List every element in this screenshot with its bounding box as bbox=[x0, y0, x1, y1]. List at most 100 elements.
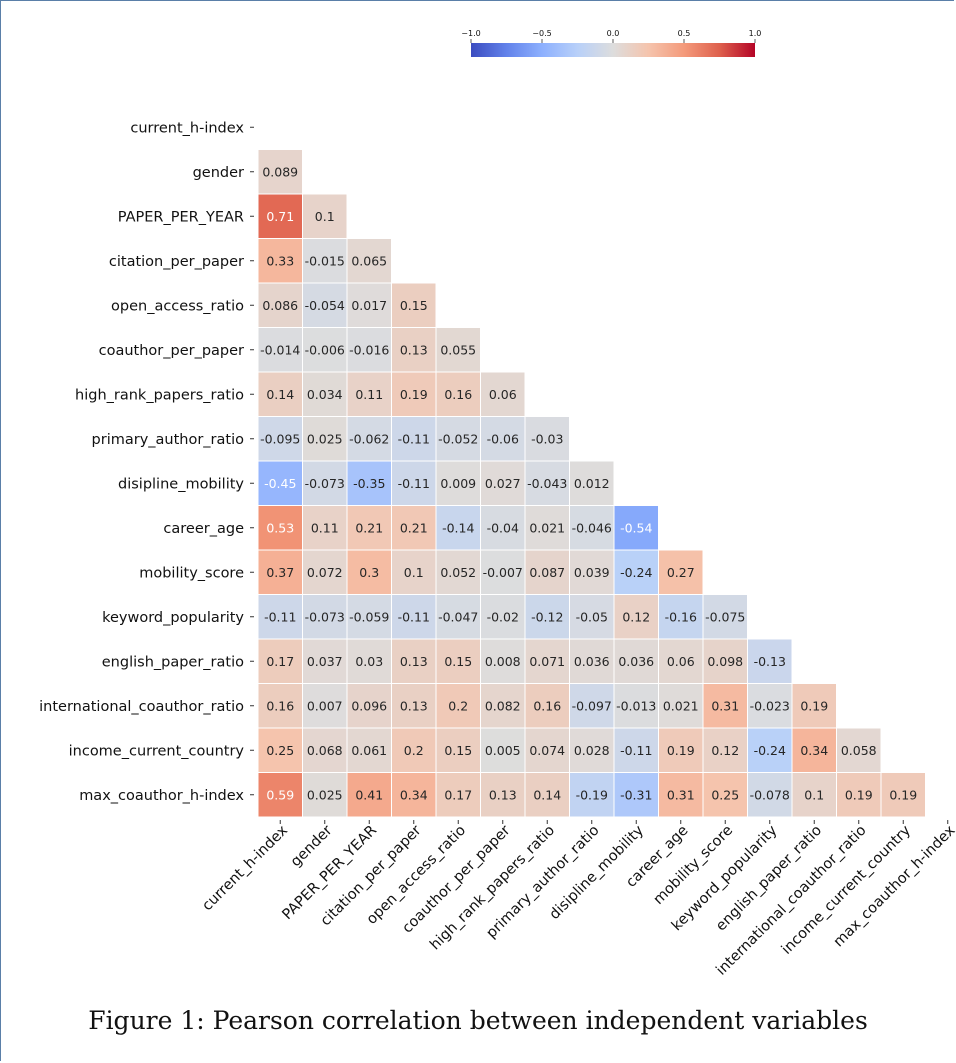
heatmap-cell bbox=[257, 149, 303, 195]
cell-value-label: 0.027 bbox=[485, 476, 521, 491]
cell-value-label: -0.047 bbox=[438, 609, 478, 624]
cell-value-label: 0.19 bbox=[800, 698, 828, 713]
cell-value-label: 0.052 bbox=[440, 565, 476, 580]
y-tick-label: keyword_popularity bbox=[102, 610, 244, 626]
cell-value-label: 0.17 bbox=[444, 787, 472, 802]
x-tick-label: current_h-index bbox=[199, 822, 291, 914]
y-tick-label: income_current_country bbox=[69, 743, 245, 759]
cell-value-label: 0.096 bbox=[351, 698, 387, 713]
correlation-heatmap: 0.089 0.71 0.1 0.33 -0.015 0.065 0.086 -0.054 0.… bbox=[39, 29, 956, 979]
cell-value-label: 0.15 bbox=[444, 654, 472, 669]
cell-value-label: 0.41 bbox=[355, 787, 383, 802]
heatmap-cell bbox=[569, 638, 615, 684]
heatmap-cell bbox=[524, 683, 570, 729]
y-tick-label: primary_author_ratio bbox=[92, 432, 245, 448]
heatmap-cell bbox=[435, 327, 481, 373]
cell-value-label: 0.31 bbox=[711, 698, 739, 713]
cell-value-label: 0.19 bbox=[889, 787, 917, 802]
cell-value-label: 0.082 bbox=[485, 698, 521, 713]
heatmap-cell bbox=[346, 460, 392, 506]
cell-value-label: 0.072 bbox=[307, 565, 343, 580]
cell-value-label: -0.014 bbox=[260, 342, 300, 357]
cell-value-label: 0.06 bbox=[489, 387, 517, 402]
heatmap-cell bbox=[346, 371, 392, 417]
cell-value-label: 0.17 bbox=[266, 654, 294, 669]
colorbar-tick-label: 0.0 bbox=[607, 29, 620, 38]
cell-value-label: -0.007 bbox=[483, 565, 523, 580]
heatmap-cell bbox=[302, 371, 348, 417]
cell-value-label: 0.14 bbox=[533, 787, 561, 802]
y-tick-label: citation_per_paper bbox=[109, 254, 244, 270]
cell-value-label: 0.31 bbox=[667, 787, 695, 802]
heatmap-cell bbox=[702, 683, 748, 729]
heatmap-cell bbox=[346, 683, 392, 729]
heatmap-cell bbox=[658, 727, 704, 773]
cell-value-label: 0.1 bbox=[404, 565, 424, 580]
heatmap-cell bbox=[435, 549, 481, 595]
cell-value-label: 0.021 bbox=[529, 520, 565, 535]
cell-value-label: 0.025 bbox=[307, 787, 343, 802]
cell-value-label: -0.052 bbox=[438, 431, 478, 446]
heatmap-cell bbox=[480, 727, 526, 773]
cell-value-label: -0.35 bbox=[353, 476, 385, 491]
cell-value-label: -0.073 bbox=[305, 476, 345, 491]
cell-value-label: -0.03 bbox=[531, 431, 563, 446]
cell-value-label: 0.037 bbox=[307, 654, 343, 669]
cell-value-label: 0.53 bbox=[266, 520, 294, 535]
heatmap-cell bbox=[391, 638, 437, 684]
heatmap-cell bbox=[435, 416, 481, 462]
heatmap-cell bbox=[791, 683, 837, 729]
cell-value-label: 0.19 bbox=[667, 743, 695, 758]
cell-value-label: 0.13 bbox=[489, 787, 517, 802]
cell-value-label: 0.16 bbox=[533, 698, 561, 713]
cell-value-label: 0.061 bbox=[351, 743, 387, 758]
cell-value-label: 0.34 bbox=[800, 743, 828, 758]
cell-value-label: 0.021 bbox=[663, 698, 699, 713]
cell-value-label: 0.15 bbox=[400, 298, 428, 313]
heatmap-cell bbox=[702, 594, 748, 640]
y-tick-label: max_coauthor_h-index bbox=[79, 788, 244, 804]
heatmap-cell bbox=[480, 594, 526, 640]
heatmap-cell bbox=[435, 371, 481, 417]
cell-value-label: -0.24 bbox=[620, 565, 652, 580]
colorbar-gradient bbox=[471, 43, 755, 57]
heatmap-cell bbox=[524, 416, 570, 462]
cell-value-label: 0.008 bbox=[485, 654, 521, 669]
cell-value-label: -0.05 bbox=[576, 609, 608, 624]
heatmap-cell bbox=[302, 327, 348, 373]
cell-value-label: -0.06 bbox=[487, 431, 519, 446]
cell-value-label: 0.06 bbox=[667, 654, 695, 669]
heatmap-cell bbox=[302, 282, 348, 328]
heatmap-cell bbox=[391, 371, 437, 417]
heatmap-cell bbox=[257, 460, 303, 506]
heatmap-cell bbox=[346, 238, 392, 284]
heatmap-cell bbox=[480, 371, 526, 417]
cell-value-label: 0.71 bbox=[266, 209, 294, 224]
cell-value-label: -0.14 bbox=[442, 520, 474, 535]
cell-value-label: -0.054 bbox=[305, 298, 345, 313]
cell-value-label: 0.11 bbox=[311, 520, 339, 535]
cell-value-label: -0.078 bbox=[750, 787, 790, 802]
x-axis-labels: current_h-indexgenderPAPER_PER_YEARcitat… bbox=[199, 820, 956, 979]
cell-value-label: 0.074 bbox=[529, 743, 565, 758]
cell-value-label: 0.13 bbox=[400, 342, 428, 357]
cell-value-label: -0.059 bbox=[349, 609, 389, 624]
cell-value-label: 0.017 bbox=[351, 298, 387, 313]
colorbar-tick-label: 0.5 bbox=[678, 29, 691, 38]
heatmap-cell bbox=[569, 505, 615, 551]
heatmap-cell bbox=[346, 505, 392, 551]
cell-value-label: 0.19 bbox=[400, 387, 428, 402]
y-tick-label: coauthor_per_paper bbox=[99, 343, 244, 359]
heatmap-cell bbox=[836, 772, 882, 818]
cell-value-label: 0.068 bbox=[307, 743, 343, 758]
cell-value-label: 0.025 bbox=[307, 431, 343, 446]
heatmap-cell bbox=[747, 638, 793, 684]
cell-value-label: 0.034 bbox=[307, 387, 343, 402]
heatmap-cell bbox=[257, 594, 303, 640]
cell-value-label: -0.023 bbox=[750, 698, 790, 713]
cell-value-label: 0.3 bbox=[359, 565, 379, 580]
heatmap-cell bbox=[257, 193, 303, 239]
heatmap-cell bbox=[613, 683, 659, 729]
y-tick-label: PAPER_PER_YEAR bbox=[118, 209, 244, 225]
cell-value-label: 0.098 bbox=[707, 654, 743, 669]
